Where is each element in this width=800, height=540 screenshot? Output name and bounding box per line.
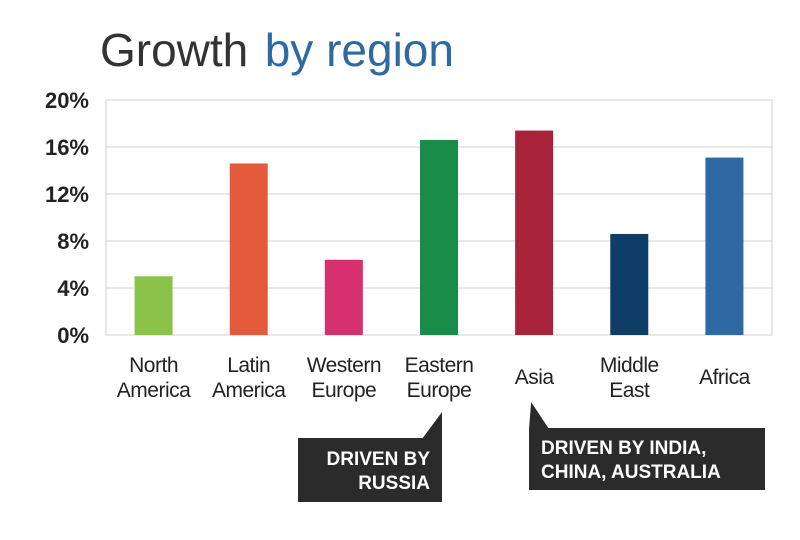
y-tick-label: 16% — [45, 135, 89, 160]
callout-text: DRIVEN BY INDIA, — [541, 438, 706, 459]
bars — [134, 130, 744, 335]
callout-asia: DRIVEN BY INDIA, CHINA, AUSTRALIA — [529, 402, 765, 490]
x-tick-line: Asia — [515, 366, 555, 389]
x-tick-label: Asia — [515, 366, 555, 389]
callout-pointer — [529, 402, 549, 429]
bar — [229, 163, 268, 335]
y-axis-ticks: 0% 4% 8% 12% 16% 20% — [45, 88, 89, 348]
x-tick-line: Latin — [227, 354, 270, 377]
callout-text: RUSSIA — [358, 473, 430, 494]
bar — [420, 139, 458, 335]
y-tick-label: 8% — [57, 229, 89, 254]
x-tick-label: Africa — [699, 366, 751, 389]
x-tick-label: Eastern Europe — [405, 354, 474, 402]
y-tick-label: 12% — [45, 182, 89, 207]
x-tick-line: Eastern — [405, 354, 474, 377]
callout-text: DRIVEN BY — [327, 449, 431, 470]
callout-box — [529, 428, 765, 490]
x-tick-line: Africa — [699, 366, 751, 389]
bar — [324, 259, 363, 335]
x-tick-label: Western Europe — [307, 354, 381, 402]
x-tick-line: Europe — [311, 379, 376, 402]
y-tick-label: 20% — [45, 88, 89, 113]
bar — [705, 157, 744, 335]
chart-title: Growth by region — [100, 24, 454, 76]
chart-title-part2: by region — [265, 24, 454, 76]
x-tick-line: America — [212, 379, 286, 402]
x-tick-label: Latin America — [212, 354, 286, 402]
y-tick-label: 0% — [57, 323, 89, 348]
x-tick-line: Western — [307, 354, 381, 377]
x-tick-line: East — [609, 379, 650, 402]
bar — [515, 130, 554, 335]
x-tick-line: Europe — [407, 379, 472, 402]
callouts: DRIVEN BY RUSSIA DRIVEN BY INDIA, CHINA, AU… — [298, 402, 765, 502]
bar — [610, 233, 649, 335]
chart-title-part1: Growth — [100, 24, 248, 76]
callout-pointer — [422, 412, 442, 439]
x-tick-line: Middle — [600, 354, 659, 377]
callout-eastern-europe: DRIVEN BY RUSSIA — [298, 412, 442, 502]
x-tick-label: Middle East — [600, 354, 659, 402]
callout-text: CHINA, AUSTRALIA — [541, 462, 721, 483]
x-tick-line: America — [117, 379, 191, 402]
x-tick-line: North — [129, 354, 178, 377]
bar — [134, 276, 173, 335]
callout-box — [298, 438, 442, 502]
y-tick-label: 4% — [57, 276, 89, 301]
x-tick-label: North America — [117, 354, 191, 402]
